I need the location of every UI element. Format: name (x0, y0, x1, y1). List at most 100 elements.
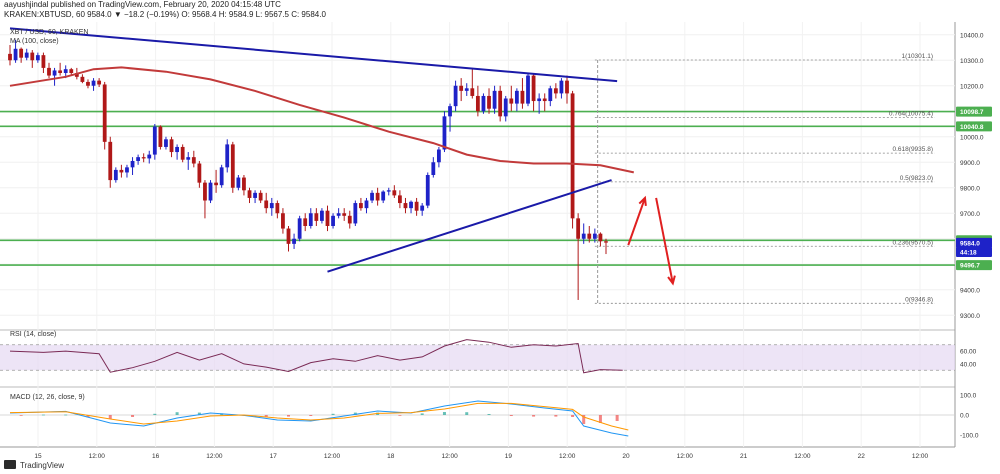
macd-histogram-bar (615, 415, 619, 421)
rsi-label: RSI (14, close) (10, 331, 56, 338)
candle-body (197, 163, 202, 183)
publish-info: aayushjindal published on TradingView.co… (4, 0, 281, 9)
candle-body (581, 233, 586, 239)
price-tick-label: 10000.0 (960, 134, 984, 141)
macd-histogram-bar (532, 415, 536, 417)
candle-body (470, 88, 475, 96)
candle-body (297, 218, 302, 239)
candle-body (281, 213, 285, 229)
fib-level-label: 0.764(10075.4) (889, 111, 933, 118)
price-badge (956, 247, 992, 258)
macd-tick-label: 0.0 (960, 413, 969, 420)
price-badge-label: 10098.7 (960, 109, 984, 116)
macd-histogram-bar (41, 414, 45, 416)
candle-body (526, 75, 530, 104)
time-tick-label: 21 (740, 453, 748, 460)
candle-body (565, 80, 569, 94)
candle-body (459, 85, 464, 91)
candlesticks (8, 39, 608, 300)
fib-level-label: 1(10301.1) (902, 53, 933, 60)
candle-body (342, 213, 347, 216)
brand-text: TradingView (20, 461, 64, 470)
candle-body (292, 238, 296, 244)
candle-body (537, 98, 542, 102)
forecast-arrows (627, 195, 676, 286)
macd-pane (0, 400, 955, 437)
time-tick-label: 18 (387, 453, 395, 460)
macd-histogram-bar (108, 415, 112, 419)
trend-line (327, 179, 612, 273)
time-tick-label: 16 (152, 453, 160, 460)
candle-body (35, 55, 40, 61)
candle-body (453, 85, 458, 107)
candle-body (125, 167, 129, 173)
forecast-arrow-head (638, 195, 647, 207)
candle-body (576, 218, 581, 239)
candle-body (158, 126, 163, 147)
time-tick-label: 12:00 (441, 453, 458, 460)
macd-histogram-bar (398, 415, 402, 416)
candle-body (242, 177, 246, 191)
rsi-tick-label: 40.00 (960, 361, 977, 368)
forecast-arrow (655, 197, 674, 284)
candle-body (520, 90, 525, 104)
time-tick-label: 12:00 (206, 453, 223, 460)
time-tick-label: 17 (270, 453, 278, 460)
candle-body (52, 70, 57, 76)
candle-body (214, 182, 218, 186)
candle-body (325, 210, 330, 226)
macd-histogram-bar (309, 415, 313, 416)
trend-lines (9, 27, 618, 273)
time-tick-label: 12:00 (89, 453, 106, 460)
fib-level-label: 0.5(9823.0) (900, 175, 933, 182)
macd-histogram-bar (509, 415, 513, 416)
time-tick-label: 20 (622, 453, 630, 460)
macd-histogram-bar (175, 412, 179, 415)
candle-body (448, 106, 452, 117)
candle-body (47, 67, 51, 76)
candle-body (592, 233, 597, 239)
candle-body (487, 95, 491, 109)
price-tick-label: 9400.0 (960, 287, 980, 294)
candle-body (303, 218, 308, 226)
candle-body (80, 76, 85, 82)
candle-body (475, 95, 480, 112)
candle-body (97, 80, 102, 85)
candle-body (30, 52, 35, 61)
price-badge (956, 106, 992, 117)
candle-body (503, 98, 508, 117)
candle-body (587, 233, 592, 239)
candle-body (264, 200, 269, 209)
macd-label: MACD (12, 26, close, 9) (10, 394, 85, 401)
candle-body (152, 126, 157, 155)
price-badge-label: 9584.0 (960, 240, 980, 247)
macd-histogram-bar (487, 414, 491, 415)
macd-histogram-bar (153, 413, 157, 415)
candle-body (492, 90, 497, 109)
candle-body (253, 192, 257, 198)
candle-body (481, 95, 486, 112)
macd-tick-label: 100.0 (960, 393, 977, 400)
candle-body (8, 53, 12, 61)
price-badge-label: 10040.8 (960, 124, 984, 131)
macd-histogram-bar (465, 412, 469, 415)
candle-body (286, 228, 291, 244)
candle-body (63, 69, 68, 73)
candle-body (269, 203, 274, 209)
macd-histogram-bar (131, 415, 135, 417)
price-badge (956, 237, 992, 248)
candle-body (41, 55, 46, 68)
fib-level-label: 0(9346.8) (905, 296, 933, 303)
candle-body (86, 81, 90, 86)
macd-histogram-bar (353, 412, 357, 415)
candle-body (353, 203, 358, 224)
price-tick-label: 10300.0 (960, 58, 984, 65)
time-tick-label: 22 (858, 453, 866, 460)
candle-body (258, 192, 263, 201)
candle-body (74, 73, 79, 77)
macd-histogram-bar (287, 415, 290, 417)
candle-body (386, 190, 391, 192)
candle-body (91, 80, 96, 86)
candle-body (531, 75, 536, 102)
